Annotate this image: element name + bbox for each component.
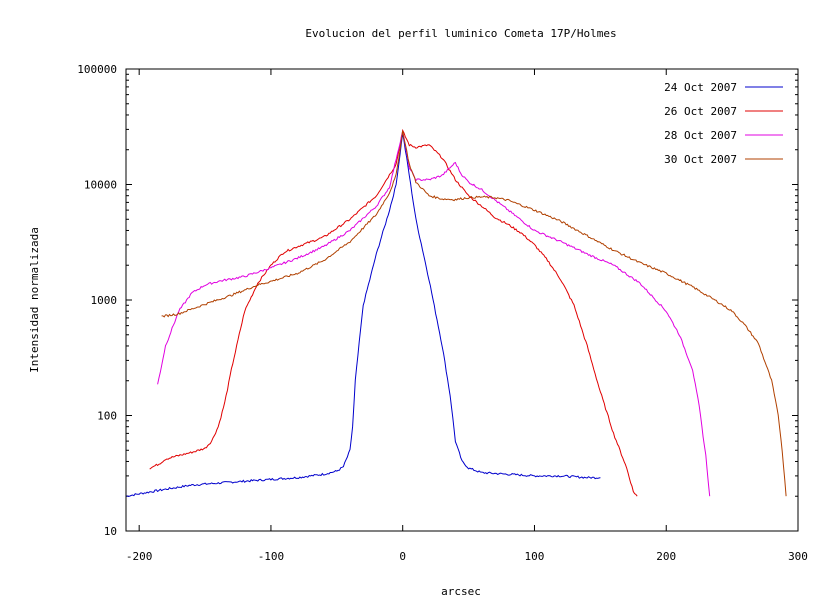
plot-frame — [125, 68, 799, 532]
legend-label-3: 28 Oct 2007 — [664, 129, 737, 142]
series-line-1 — [125, 133, 601, 498]
legend-label-4: 30 Oct 2007 — [664, 153, 737, 166]
x-tick-label: -100 — [258, 550, 285, 563]
x-tick-label: 100 — [525, 550, 545, 563]
x-tick-label: 300 — [788, 550, 808, 563]
y-tick-label: 10000 — [84, 179, 117, 192]
y-tick-label: 100 — [97, 410, 117, 423]
legend: 24 Oct 2007 26 Oct 2007 28 Oct 2007 30 Oct … — [664, 81, 783, 166]
y-tick-label: 10 — [104, 525, 117, 538]
y-axis-label: Intensidad normalizada — [28, 227, 41, 373]
x-tick-label: -200 — [126, 550, 153, 563]
x-tick-label: 200 — [656, 550, 676, 563]
legend-label-2: 26 Oct 2007 — [664, 105, 737, 118]
series-group — [125, 128, 787, 498]
y-tick-label: 100000 — [77, 63, 117, 76]
x-tick-label: 0 — [399, 550, 406, 563]
legend-label-1: 24 Oct 2007 — [664, 81, 737, 94]
y-tick-label: 1000 — [91, 294, 118, 307]
x-axis-label: arcsec — [441, 585, 481, 598]
axes-group: -200 -100 0 100 200 300 10 100 1000 10000 100000 — [77, 63, 808, 563]
series-line-3 — [157, 131, 711, 497]
chart-title: Evolucion del perfil luminico Cometa 17P… — [305, 27, 616, 40]
series-line-4 — [161, 130, 787, 497]
